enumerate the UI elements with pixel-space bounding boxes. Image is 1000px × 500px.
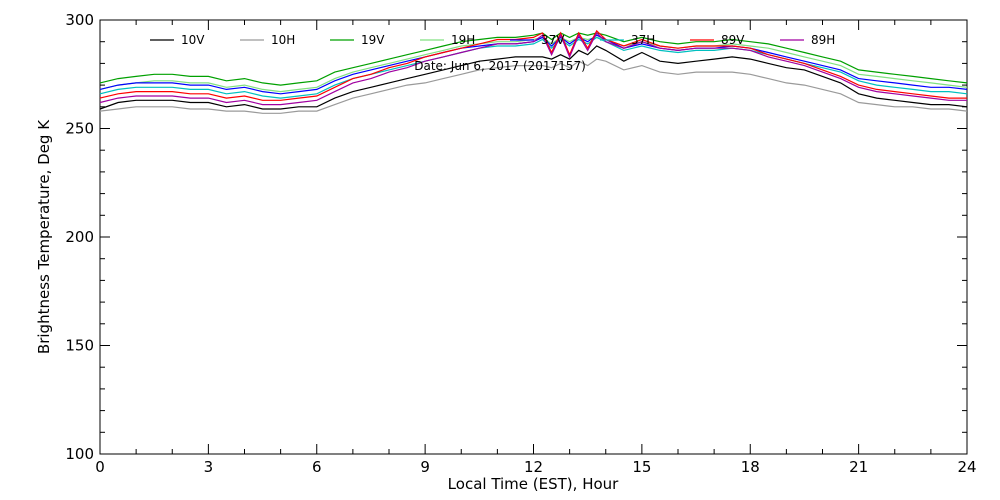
plot-frame (99, 19, 968, 455)
x-tick-label: 9 (420, 458, 430, 476)
legend-label-19v: 19V (361, 33, 385, 47)
legend-label-10h: 10H (271, 33, 295, 47)
series-line-10h (99, 58, 968, 114)
legend-label-89v: 89V (721, 33, 745, 47)
series-line-37h (99, 36, 968, 99)
x-tick-label: 0 (95, 458, 105, 476)
x-tick-label: 3 (204, 458, 214, 476)
series-line-10v (99, 45, 968, 110)
series-line-89h (99, 32, 967, 106)
series-lines (99, 29, 968, 114)
y-tick-label: 300 (65, 11, 94, 29)
x-tick-label: 18 (741, 458, 760, 476)
legend-label-89h: 89H (811, 33, 835, 47)
y-tick-label: 150 (65, 337, 94, 355)
x-axis-title: Local Time (EST), Hour (448, 475, 619, 493)
y-tick-label: 250 (65, 120, 94, 138)
x-tick-label: 15 (632, 458, 651, 476)
legend-label-10v: 10V (181, 33, 205, 47)
x-tick-label: 6 (312, 458, 322, 476)
series-line-19h (99, 36, 968, 93)
series-line-19v (99, 32, 968, 86)
y-tick-label: 200 (65, 228, 94, 246)
series-line-37v (99, 34, 968, 95)
y-tick-label: 100 (65, 445, 94, 463)
x-tick-label: 21 (849, 458, 868, 476)
axis-ticks: 0 3 6 9 12 15 18 21 24 100 150 200 250 300 (65, 11, 976, 476)
chart-annotation: Date: Jun 6, 2017 (2017157) (414, 59, 586, 73)
legend-label-19h: 19H (451, 33, 475, 47)
legend: 10V 10H 19V 19H 37V 37H 89V 89H (150, 33, 835, 47)
legend-label-37v: 37V (541, 33, 565, 47)
legend-label-37h: 37H (631, 33, 655, 47)
series-line-89v (99, 29, 967, 101)
y-axis-title: Brightness Temperature, Deg K (35, 119, 53, 354)
x-tick-label: 12 (524, 458, 543, 476)
x-tick-label: 24 (957, 458, 976, 476)
